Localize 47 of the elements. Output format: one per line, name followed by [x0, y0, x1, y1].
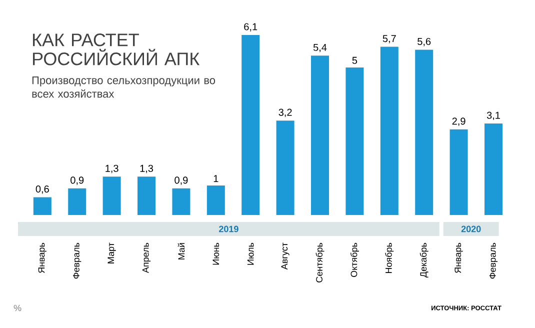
x-tick-label: Июль [247, 242, 254, 265]
data-label: 5,6 [418, 38, 431, 46]
data-label: 3,2 [278, 108, 292, 118]
x-tick-label: Декабрь [420, 242, 428, 278]
x-tick-label: Январь [454, 242, 463, 273]
data-label: 1 [214, 175, 218, 182]
bar [276, 120, 294, 215]
x-tick-label: Февраль [73, 242, 82, 279]
data-label: 0,9 [174, 176, 188, 185]
data-label: 5,4 [313, 44, 327, 52]
bar [484, 124, 502, 215]
x-tick-label: Сентябрь [316, 242, 324, 282]
text: % [14, 304, 22, 312]
data-label: 5 [352, 56, 358, 64]
x-tick-label: Февраль [489, 242, 498, 279]
bar [33, 197, 52, 215]
x-tick-label: Май [178, 243, 185, 260]
bar [242, 34, 260, 215]
bar [68, 188, 86, 215]
x-tick-label: Январь [38, 242, 46, 273]
data-label: 5,7 [382, 35, 396, 44]
x-tick-label: Апрель [142, 242, 151, 274]
text: Производство сельхозпродукции во всех хозяйствах [32, 76, 216, 98]
data-label: 0,6 [36, 185, 49, 194]
bar [311, 56, 329, 215]
data-label: 6,1 [244, 23, 258, 32]
x-tick-label: Октябрь [350, 242, 359, 277]
bar [346, 67, 364, 215]
data-label: 0,9 [70, 176, 84, 185]
data-label: 1,3 [140, 164, 154, 174]
bar [450, 129, 468, 215]
bar [102, 176, 121, 215]
chart-title: КАК РАСТЕТ РОССИЙСКИЙ АПК [33, 34, 200, 66]
x-tick-label: Ноябрь [385, 242, 394, 274]
bar [415, 50, 434, 215]
bar [380, 46, 398, 215]
bar [206, 185, 225, 215]
bar [138, 176, 156, 215]
x-tick-label: Август [281, 242, 290, 270]
data-label: 3,1 [486, 112, 500, 120]
text: 2020 [461, 226, 481, 232]
text: 2019 [219, 226, 238, 232]
data-label: 1,3 [106, 164, 118, 174]
bar [172, 188, 190, 215]
x-tick-label: Март [108, 242, 116, 264]
data-label: 2,9 [452, 118, 466, 126]
x-tick-label: Июнь [212, 242, 220, 265]
